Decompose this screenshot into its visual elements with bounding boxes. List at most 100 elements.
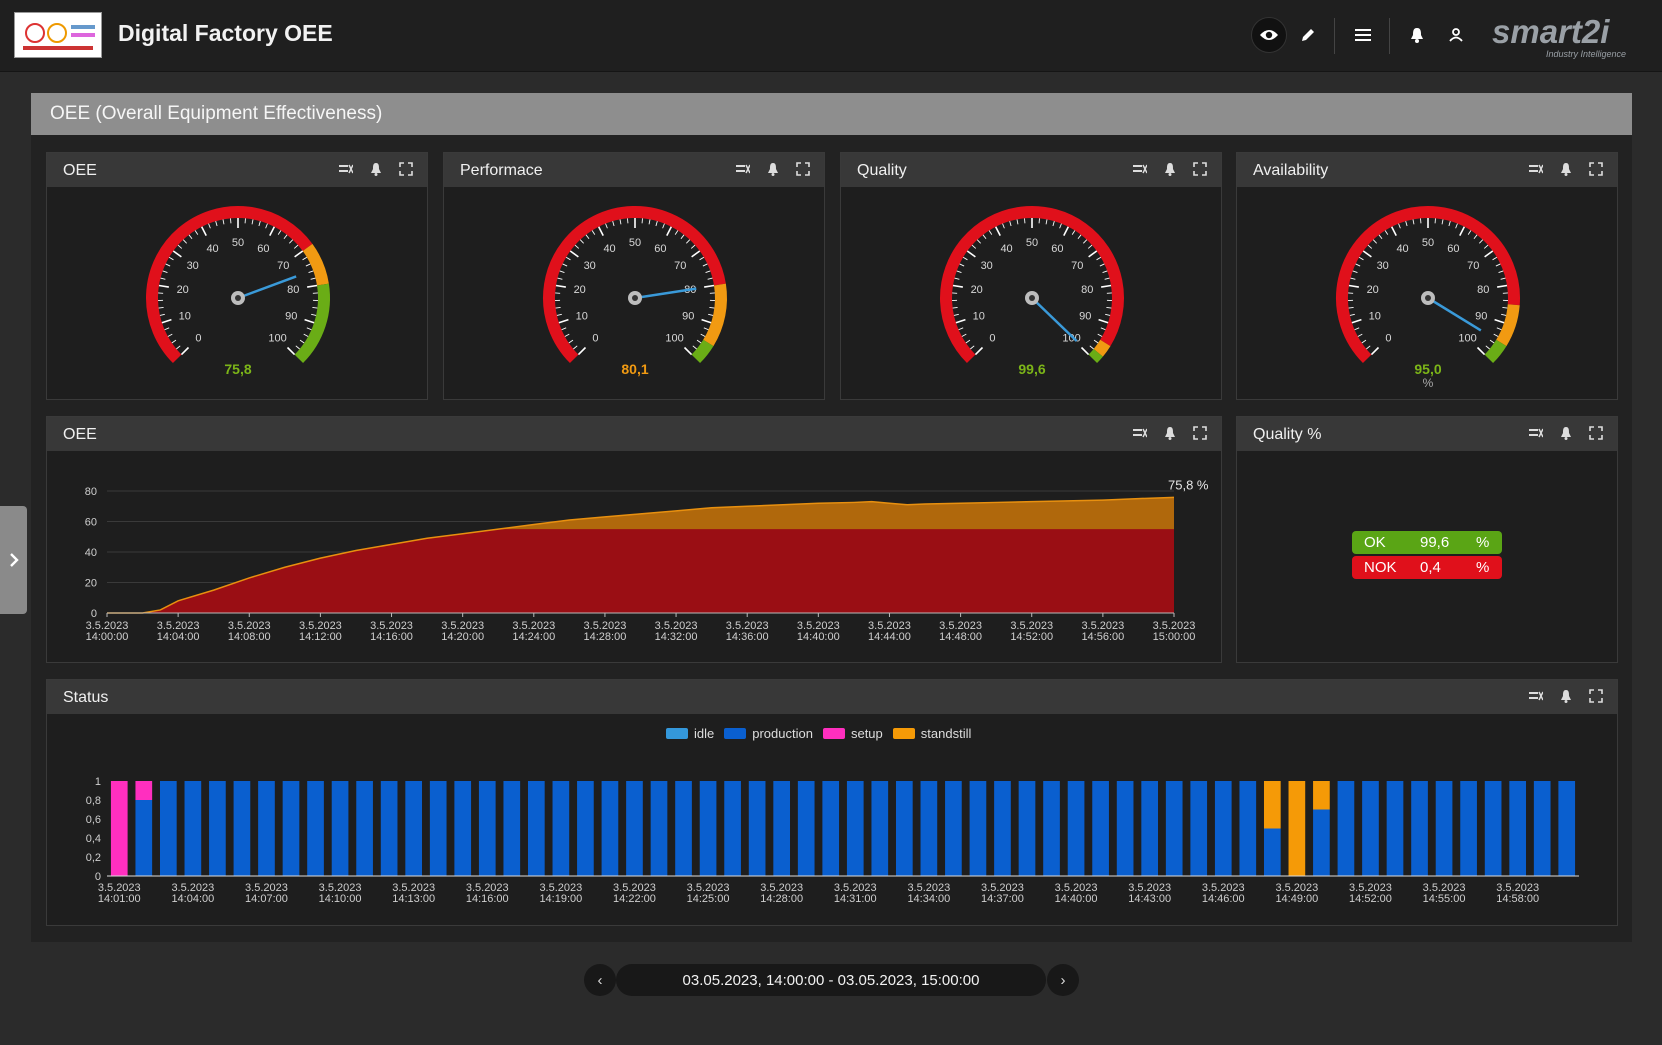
legend-toggle-icon[interactable]: [1133, 162, 1148, 176]
widget-title: OEE: [63, 426, 97, 443]
status-bar-production: [1509, 781, 1527, 876]
user-button[interactable]: [1438, 17, 1474, 53]
gauge-zone: [1484, 339, 1507, 364]
x-tick-time: 14:12:00: [299, 631, 342, 643]
gauge-tick: [691, 250, 701, 258]
y-tick-label: 60: [85, 517, 97, 529]
status-bar-production: [1092, 781, 1109, 876]
section-title: OEE (Overall Equipment Effectiveness): [50, 103, 383, 124]
gauge-tick: [680, 234, 685, 240]
alarm-bell-icon[interactable]: [369, 162, 383, 176]
bell-icon: [1411, 28, 1423, 43]
gauge-value: 99,6: [1018, 361, 1045, 377]
next-range-button[interactable]: ›: [1047, 964, 1079, 996]
legend-item-standstill[interactable]: standstill: [892, 726, 971, 741]
gauge-tick: [1097, 333, 1103, 337]
legend-toggle-icon[interactable]: [736, 162, 751, 176]
gauge-tick: [1476, 346, 1486, 356]
time-range-text: 03.05.2023, 14:00:00 - 03.05.2023, 15:00…: [682, 971, 980, 989]
alarm-bell-icon[interactable]: [1559, 689, 1573, 703]
status-bar-production: [1263, 828, 1281, 876]
fullscreen-icon[interactable]: [1589, 689, 1603, 703]
x-tick-time: 14:58:00: [1496, 893, 1539, 905]
status-bar-production: [920, 781, 938, 876]
legend-toggle-icon[interactable]: [1529, 426, 1544, 440]
y-tick-label: 20: [85, 578, 97, 590]
legend-label: setup: [850, 726, 883, 741]
gauge-tick: [1101, 284, 1112, 288]
gauge-tick-label: 20: [574, 284, 586, 296]
fullscreen-icon[interactable]: [1193, 426, 1207, 440]
fullscreen-icon[interactable]: [399, 162, 413, 176]
alarm-bell-icon[interactable]: [766, 162, 780, 176]
gauge-tick-label: 10: [973, 310, 985, 322]
time-range-display[interactable]: 03.05.2023, 14:00:00 - 03.05.2023, 15:00…: [616, 964, 1046, 996]
x-tick-time: 14:49:00: [1275, 893, 1318, 905]
x-tick-time: 14:32:00: [655, 631, 698, 643]
fullscreen-icon[interactable]: [1589, 426, 1603, 440]
gauge-tick: [966, 250, 976, 258]
gauge-tick: [1077, 234, 1082, 240]
legend-toggle-icon[interactable]: [339, 162, 354, 176]
view-mode-button[interactable]: [1251, 17, 1287, 53]
gauge-tick-label: 50: [232, 237, 244, 249]
gauge-tick: [1063, 226, 1070, 236]
gauge-zone: [302, 243, 329, 286]
x-tick-date: 3.5.2023: [228, 620, 271, 632]
gauge-tick: [1398, 223, 1401, 229]
alarm-bell-icon[interactable]: [1559, 426, 1573, 440]
gauge-zone: [703, 283, 727, 347]
legend-item-setup[interactable]: setup: [822, 726, 883, 741]
x-tick-date: 3.5.2023: [466, 882, 509, 894]
y-tick-label: 0,2: [86, 852, 101, 864]
status-bar-production: [552, 781, 570, 876]
legend-toggle-icon[interactable]: [1133, 426, 1148, 440]
fullscreen-icon[interactable]: [796, 162, 810, 176]
gauge-tick: [674, 230, 679, 235]
widget-title: Quality %: [1253, 426, 1322, 443]
alarm-bell-icon[interactable]: [1163, 426, 1177, 440]
gauge-tick: [955, 318, 966, 324]
widget-title: OEE: [63, 162, 97, 179]
legend-item-idle[interactable]: idle: [666, 726, 714, 741]
edit-button[interactable]: [1290, 17, 1326, 53]
alarm-bell-icon[interactable]: [1163, 162, 1177, 176]
sidebar-toggle[interactable]: [0, 506, 27, 614]
gauge-tick-label: 0: [592, 333, 598, 345]
gauge-tick: [289, 239, 294, 244]
previous-range-button[interactable]: ‹: [584, 964, 616, 996]
status-bar-production: [1043, 781, 1060, 876]
gauge-hub-center: [1029, 295, 1035, 301]
gauge-tick: [574, 244, 580, 249]
fullscreen-icon[interactable]: [1589, 162, 1603, 176]
gauge-tick: [1378, 234, 1383, 240]
gauge-tick-label: 90: [1475, 310, 1487, 322]
x-tick-date: 3.5.2023: [370, 620, 413, 632]
legend-item-production[interactable]: production: [724, 726, 813, 741]
gauge-tick-label: 90: [1079, 310, 1091, 322]
gauge-tick-label: 60: [1051, 243, 1063, 255]
dashboard-thumbnail[interactable]: [14, 12, 102, 58]
x-tick-date: 3.5.2023: [539, 882, 582, 894]
gauge-value: 80,1: [621, 361, 648, 377]
gauge-tick: [708, 313, 714, 316]
x-tick-time: 14:34:00: [907, 893, 950, 905]
gauge-tick: [699, 256, 705, 261]
legend-toggle-icon[interactable]: [1529, 162, 1544, 176]
gauge-tick: [1370, 346, 1380, 356]
fullscreen-icon[interactable]: [1193, 162, 1207, 176]
legend-label: production: [752, 726, 813, 741]
legend-toggle-icon[interactable]: [1529, 689, 1544, 703]
alarm-bell-icon[interactable]: [1559, 162, 1573, 176]
gauge-tick-label: 50: [629, 237, 641, 249]
status-bar-production: [380, 781, 398, 876]
y-tick-label: 40: [85, 547, 97, 559]
menu-button[interactable]: [1345, 17, 1381, 53]
status-bar-production: [1386, 781, 1404, 876]
notifications-button[interactable]: [1399, 17, 1435, 53]
gauge-tick: [162, 270, 168, 274]
gauge-tick: [308, 270, 314, 274]
status-bar-production: [1165, 781, 1183, 876]
quality-table: OK 99,6 % NOK 0,4 %: [1352, 531, 1502, 581]
gauge-tick: [286, 346, 296, 356]
